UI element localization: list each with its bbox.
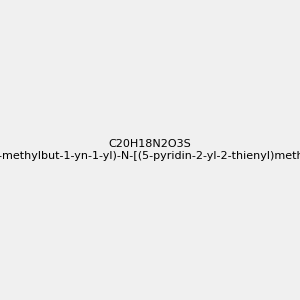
- Text: C20H18N2O3S
5-(3-hydroxy-3-methylbut-1-yn-1-yl)-N-[(5-pyridin-2-yl-2-thienyl)met: C20H18N2O3S 5-(3-hydroxy-3-methylbut-1-y…: [0, 139, 300, 161]
